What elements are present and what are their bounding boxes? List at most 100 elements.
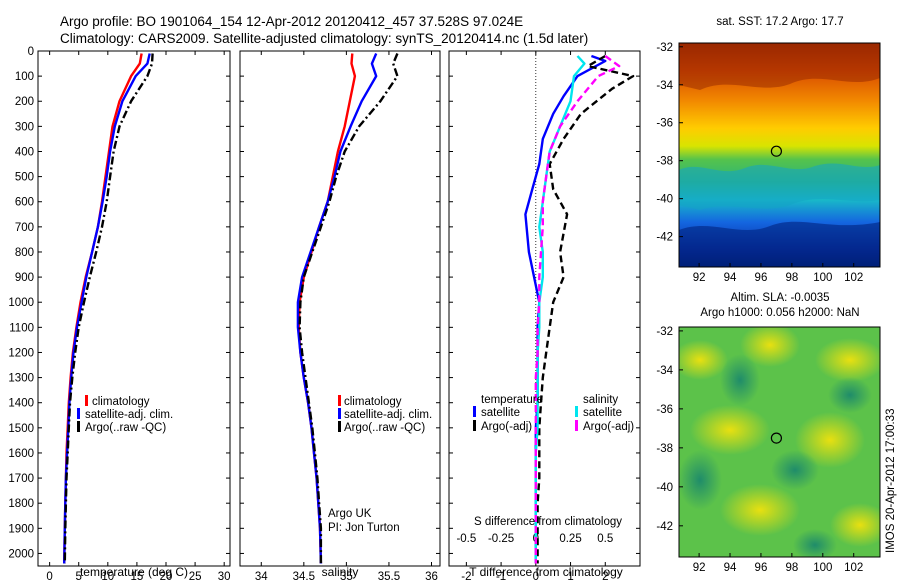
x-tick-label: 1 bbox=[567, 571, 573, 580]
legend-label-argo: Argo(..raw -QC) bbox=[85, 422, 166, 434]
imos-side-stamp: IMOS 20-Apr-2012 17:00:33 bbox=[885, 409, 897, 553]
y-tick-label: 1700 bbox=[8, 473, 34, 485]
legend-swatch-s-satellite bbox=[575, 406, 578, 417]
x-tick-label: 94 bbox=[724, 562, 737, 574]
sst-map-frame bbox=[678, 42, 881, 268]
legend-swatch-t-argo bbox=[473, 420, 476, 431]
series-line-satellite-adj-clim bbox=[63, 53, 151, 564]
temperature-x-ticks: 0 5 10 15 20 25 30 bbox=[46, 51, 231, 580]
difference-axes-box bbox=[448, 50, 641, 567]
x-tick-label: 100 bbox=[813, 562, 832, 574]
y-tick-label: -42 bbox=[656, 521, 673, 533]
x-tick-label: 34 bbox=[255, 571, 268, 580]
y-tick-label: 100 bbox=[15, 71, 34, 83]
x-tick-label: 100 bbox=[813, 272, 832, 284]
salinity-legend: climatology satellite-adj. clim. Argo(..… bbox=[338, 395, 432, 434]
y-tick-label: 1000 bbox=[8, 297, 34, 309]
difference-y-ticks bbox=[449, 50, 640, 554]
series-line-climatology bbox=[297, 53, 357, 564]
legend-swatch-argo bbox=[77, 421, 80, 432]
x-tick-label: 94 bbox=[724, 272, 737, 284]
series-line-argo-adj bbox=[534, 55, 621, 564]
x-tick-label: -1 bbox=[496, 571, 506, 580]
y-tick-label: 1800 bbox=[8, 498, 34, 510]
series-line-argo-adj bbox=[536, 54, 635, 564]
y-tick-label: -36 bbox=[656, 118, 673, 130]
temperature-lines bbox=[63, 53, 154, 564]
x-tick-label: 20 bbox=[160, 571, 173, 580]
y-tick-label: 1100 bbox=[9, 322, 34, 334]
x-tick-label: 34.5 bbox=[293, 571, 315, 580]
y-tick-label: 2000 bbox=[8, 548, 34, 560]
series-line-satellite bbox=[524, 54, 607, 564]
legend-swatch-satellite bbox=[77, 408, 80, 419]
x-tick-label: 96 bbox=[755, 562, 768, 574]
y-tick-label: 1600 bbox=[8, 448, 34, 460]
legend-swatch-t-satellite bbox=[473, 406, 476, 417]
series-line-satellite bbox=[534, 55, 586, 564]
y-tick-label: -34 bbox=[656, 80, 673, 92]
x-tick-label: 98 bbox=[785, 562, 798, 574]
sst-map-ticks: 92 94 96 98 100 102 -32 -34 -36 -38 -40 -42 bbox=[656, 42, 863, 284]
legend-label-t-satellite: satellite bbox=[481, 407, 520, 419]
header-line1: Argo profile: BO 1901064_154 12-Apr-2012… bbox=[60, 14, 523, 29]
difference-legend: temperature salinity satellite Argo(-adj… bbox=[473, 394, 634, 433]
temperature-axes-box bbox=[37, 50, 231, 567]
y-tick-label: -38 bbox=[656, 156, 673, 168]
x-tick-label: 35 bbox=[340, 571, 353, 580]
legend-label-climatology: climatology bbox=[344, 396, 402, 408]
difference-x-ticks: -2 -1 0 1 2 bbox=[461, 51, 608, 580]
x-tick-label: -2 bbox=[461, 571, 471, 580]
x-tick-label: 25 bbox=[189, 571, 202, 580]
y-tick-label: 1400 bbox=[8, 398, 34, 410]
legend-label-argo: Argo(..raw -QC) bbox=[344, 422, 425, 434]
y-tick-label: 700 bbox=[15, 222, 34, 234]
y-tick-label: 1500 bbox=[8, 423, 34, 435]
y-tick-label: 800 bbox=[15, 247, 34, 259]
y-tick-label: -32 bbox=[656, 42, 673, 54]
top-tick-label: -0.25 bbox=[488, 533, 514, 545]
salinity-y-ticks bbox=[240, 50, 440, 554]
argo-position-marker bbox=[770, 432, 783, 444]
y-tick-label: -34 bbox=[656, 365, 673, 377]
legend-title-temperature: temperature bbox=[481, 394, 543, 406]
legend-label-s-argo: Argo(-adj) bbox=[583, 421, 634, 433]
top-tick-label: 0.5 bbox=[597, 533, 613, 545]
series-line-climatology bbox=[63, 53, 143, 564]
y-tick-label: -36 bbox=[656, 404, 673, 416]
y-tick-label: 900 bbox=[15, 272, 34, 284]
sla-map-ticks: 92 94 96 98 100 102 -32 -34 -36 -38 -40 -42 bbox=[656, 326, 863, 574]
x-tick-label: 10 bbox=[101, 571, 114, 580]
sla-map-title-line1: Altim. SLA: -0.0035 bbox=[730, 292, 829, 304]
legend-title-salinity: salinity bbox=[583, 394, 618, 406]
y-tick-label: -40 bbox=[656, 194, 673, 206]
temperature-y-ticks: 0 100 200 300 400 500 600 700 800 900 1000 1100 1200… bbox=[8, 46, 230, 560]
difference-xlabel: T difference from climatology bbox=[469, 565, 623, 579]
legend-swatch-satellite bbox=[338, 408, 341, 419]
temperature-legend: climatology satellite-adj. clim. Argo(..… bbox=[77, 395, 173, 434]
sla-map-frame bbox=[678, 326, 881, 558]
sla-map-title-line2: Argo h1000: 0.056 h2000: NaN bbox=[700, 307, 859, 319]
x-tick-label: 0 bbox=[46, 571, 52, 580]
y-tick-label: 500 bbox=[15, 172, 34, 184]
salinity-x-ticks: 34 34.5 35 35.5 36 bbox=[255, 51, 438, 580]
y-tick-label: 300 bbox=[15, 121, 34, 133]
top-tick-label: 0.25 bbox=[559, 533, 581, 545]
difference-panel: -2 -1 0 1 2 -0.5 -0.25 0 0.25 0.5 T difference f… bbox=[448, 50, 641, 580]
difference-xlabel-top: S difference from climatology bbox=[474, 516, 622, 528]
legend-swatch-argo bbox=[338, 421, 341, 432]
sst-map-title: sat. SST: 17.2 Argo: 17.7 bbox=[716, 16, 843, 28]
y-tick-label: 1900 bbox=[8, 523, 34, 535]
salinity-panel: 34 34.5 35 35.5 36 salinity climatology sate… bbox=[239, 50, 441, 580]
temperature-panel: 0100200300400500600700800900100011001200… bbox=[8, 46, 230, 580]
y-tick-label: -38 bbox=[656, 443, 673, 455]
x-tick-label: 98 bbox=[785, 272, 798, 284]
credit-text: Argo UK bbox=[328, 508, 372, 520]
legend-label-t-argo: Argo(-adj) bbox=[481, 421, 532, 433]
y-tick-label: 600 bbox=[15, 197, 34, 209]
difference-lines bbox=[524, 54, 635, 564]
legend-swatch-climatology bbox=[85, 395, 88, 406]
sst-map: sat. SST: 17.2 Argo: 17.7 92 94 96 98 100 102… bbox=[656, 16, 881, 284]
temperature-xlabel: temperature (deg C) bbox=[80, 565, 188, 579]
